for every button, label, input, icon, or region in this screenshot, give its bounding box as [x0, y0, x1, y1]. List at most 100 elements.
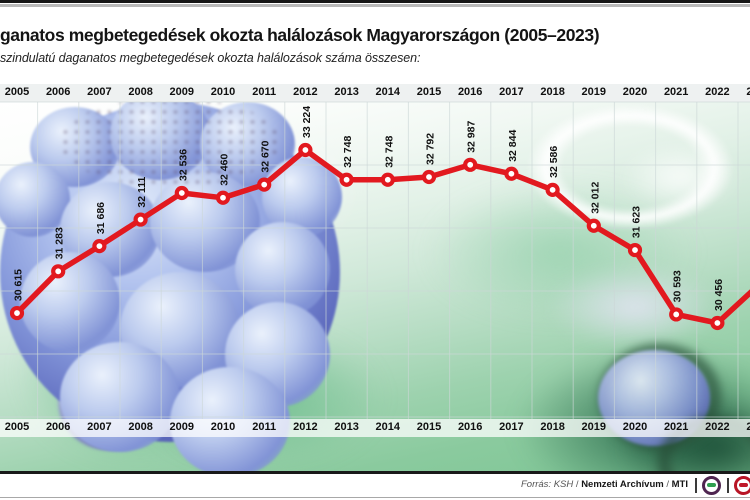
value-label-2015: 32 792 — [425, 133, 437, 165]
top-border-black — [0, 0, 750, 3]
bg-white-swirl — [600, 132, 750, 222]
footer-separator-bar — [727, 477, 729, 493]
year-label-top-2014: 2014 — [375, 86, 401, 98]
year-label-bottom-2013: 2013 — [334, 421, 359, 433]
year-label-top-2013: 2013 — [334, 86, 359, 98]
source-org-mti: MTI — [671, 478, 688, 490]
year-label-top-2019: 2019 — [581, 86, 607, 98]
data-point-2006 — [51, 264, 66, 279]
year-label-top-2007: 2007 — [87, 86, 112, 98]
value-label-2016: 32 987 — [466, 121, 478, 153]
data-point-2008 — [133, 212, 148, 227]
year-label-top-2010: 2010 — [210, 86, 236, 98]
data-point-2009 — [174, 185, 189, 201]
value-label-2022: 30 456 — [713, 279, 725, 311]
data-point-2021 — [669, 307, 684, 322]
value-label-2021: 30 593 — [672, 270, 684, 302]
value-label-2017: 32 844 — [507, 130, 519, 162]
year-label-top-2023: 2023 — [746, 86, 750, 98]
mti-logo-mark — [707, 483, 716, 487]
year-label-top-2022: 2022 — [705, 86, 730, 98]
data-point-2015 — [421, 169, 437, 185]
year-label-top-2015: 2015 — [416, 86, 442, 98]
value-label-2011: 32 670 — [260, 140, 272, 172]
data-point-2019 — [586, 218, 601, 233]
year-label-bottom-2020: 2020 — [622, 421, 648, 433]
year-label-top-2016: 2016 — [457, 86, 483, 98]
year-label-bottom-2023: 2023 — [746, 421, 750, 433]
year-label-bottom-2016: 2016 — [457, 421, 483, 433]
value-label-2008: 32 111 — [136, 176, 148, 207]
year-label-top-2017: 2017 — [499, 86, 524, 98]
value-label-2018: 32 586 — [548, 146, 560, 178]
year-label-bottom-2008: 2008 — [128, 421, 153, 433]
data-point-2005 — [9, 305, 25, 321]
data-point-2022 — [710, 315, 725, 331]
data-point-2007 — [92, 239, 107, 254]
year-label-top-2006: 2006 — [45, 86, 71, 98]
mti-logo — [702, 475, 721, 495]
footer-divider — [0, 471, 750, 474]
year-label-top-2020: 2020 — [622, 86, 648, 98]
source-separator: / — [666, 478, 669, 490]
bottom-border — [0, 496, 750, 498]
data-point-2014 — [380, 172, 395, 187]
year-label-top-2012: 2012 — [293, 86, 318, 98]
year-label-bottom-2007: 2007 — [87, 421, 112, 433]
data-point-2018 — [545, 182, 560, 197]
footer: Forrás: KSH / Nemzeti Archívum / MTI — [0, 473, 750, 497]
year-label-bottom-2018: 2018 — [540, 421, 565, 433]
data-point-2013 — [339, 172, 354, 187]
year-label-top-2018: 2018 — [540, 86, 565, 98]
year-label-top-2005: 2005 — [4, 86, 30, 98]
x-axis-bottom: 2005 2006 2007 2008 2009 2010 2011 2012 2013 2014… — [0, 419, 750, 437]
top-border-gray — [0, 4, 750, 7]
data-point-2010 — [215, 190, 231, 205]
footer-separator-bar — [695, 477, 697, 493]
source-org-archivum: Nemzeti Archívum — [581, 478, 664, 490]
source-org-ksh: KSH — [553, 478, 574, 490]
data-point-2012 — [298, 142, 313, 158]
year-label-bottom-2011: 2011 — [252, 421, 277, 433]
source-line: Forrás: KSH / Nemzeti Archívum / MTI — [521, 479, 688, 490]
value-label-2020: 31 623 — [631, 206, 643, 238]
value-label-2014: 32 748 — [383, 136, 395, 168]
value-label-2007: 31 686 — [95, 202, 107, 234]
source-prefix: Forrás: — [520, 478, 552, 490]
year-label-top-2009: 2009 — [169, 86, 195, 98]
year-label-bottom-2006: 2006 — [45, 421, 71, 433]
partner-logo-mark — [739, 483, 748, 487]
value-label-2009: 32 536 — [177, 149, 189, 181]
background-illustration — [0, 102, 750, 472]
value-label-2013: 32 748 — [342, 136, 354, 168]
cancer-cell-illustration — [0, 102, 342, 472]
value-label-2019: 32 012 — [589, 182, 601, 214]
partner-logo — [734, 475, 750, 495]
x-axis-top: 2005 2006 2007 2008 2009 2010 2011 2012 2013 2014… — [0, 84, 750, 102]
year-label-bottom-2017: 2017 — [499, 421, 524, 433]
year-label-bottom-2019: 2019 — [581, 421, 607, 433]
source-separator: / — [575, 478, 579, 490]
data-point-2016 — [463, 157, 478, 172]
value-label-2005: 30 615 — [13, 269, 25, 301]
data-point-2011 — [257, 177, 272, 192]
year-label-top-2008: 2008 — [128, 86, 153, 98]
year-label-bottom-2010: 2010 — [210, 421, 236, 433]
value-label-2006: 31 283 — [54, 227, 66, 259]
year-label-bottom-2014: 2014 — [375, 421, 401, 433]
value-label-2010: 32 460 — [219, 154, 231, 186]
year-label-bottom-2021: 2021 — [663, 421, 689, 433]
chart-subtitle: szindulatú daganatos megbetegedések okoz… — [0, 51, 421, 65]
year-label-top-2011: 2011 — [252, 86, 277, 98]
value-label-2012: 33 224 — [301, 106, 313, 138]
year-label-bottom-2005: 2005 — [4, 421, 30, 433]
chart-area: 2005 2006 2007 2008 2009 2010 2011 2012 2013 2014… — [0, 84, 750, 472]
data-point-2020 — [627, 242, 643, 258]
data-point-2017 — [504, 166, 519, 181]
line-chart: 30 615 31 283 31 686 32 111 32 536 32 460 32 6… — [0, 101, 750, 419]
year-label-top-2021: 2021 — [663, 86, 689, 98]
year-label-bottom-2015: 2015 — [416, 421, 442, 433]
year-label-bottom-2022: 2022 — [705, 421, 730, 433]
year-label-bottom-2009: 2009 — [169, 421, 195, 433]
